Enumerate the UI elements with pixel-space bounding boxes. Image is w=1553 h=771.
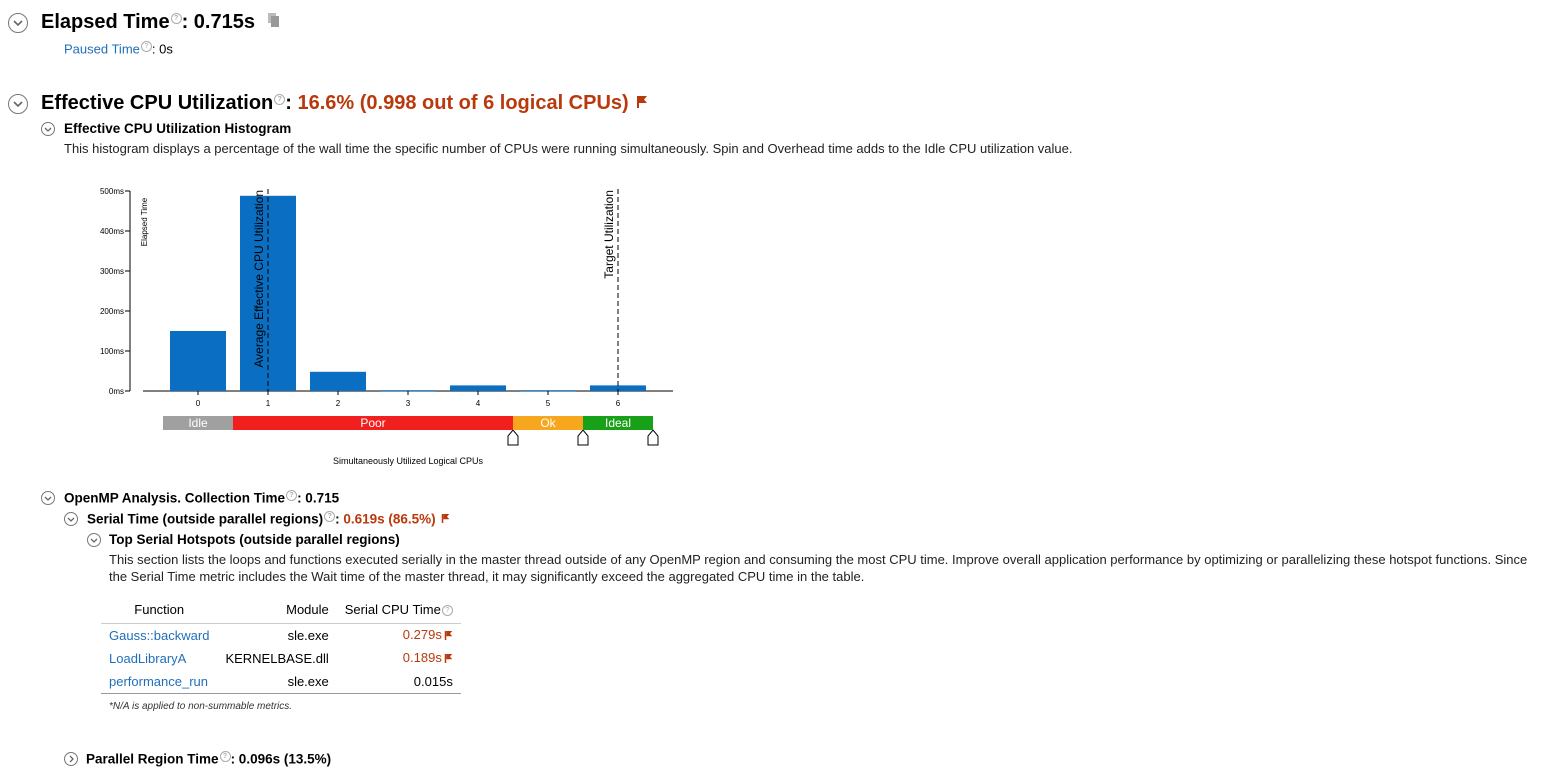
x-tick-label: 5 bbox=[546, 399, 551, 408]
histogram-title: Effective CPU Utilization Histogram bbox=[64, 121, 292, 136]
cpu-utilization-title: Effective CPU Utilization?: 16.6% (0.998… bbox=[41, 92, 648, 115]
help-icon[interactable]: ? bbox=[219, 751, 231, 762]
elapsed-collapse-icon[interactable] bbox=[8, 13, 28, 33]
function-link[interactable]: LoadLibraryA bbox=[109, 651, 187, 666]
range-poor: Poor bbox=[233, 416, 513, 430]
table-row: LoadLibraryA KERNELBASE.dll 0.189s bbox=[101, 647, 461, 670]
elapsed-time-title: Elapsed Time?: 0.715s bbox=[41, 11, 281, 34]
column-header-function[interactable]: Function bbox=[101, 602, 218, 624]
hotspots-title: Top Serial Hotspots (outside parallel re… bbox=[109, 532, 400, 547]
table-row: Gauss::backward sle.exe 0.279s bbox=[101, 624, 461, 648]
hotspots-collapse-icon[interactable] bbox=[87, 533, 101, 547]
range-threshold-marker bbox=[577, 429, 589, 446]
average-utilization-label: Average Effective CPU Utilization bbox=[252, 190, 266, 368]
copy-icon[interactable] bbox=[267, 11, 281, 34]
function-link[interactable]: Gauss::backward bbox=[109, 628, 210, 643]
hotspots-description: This section lists the loops and functio… bbox=[109, 552, 1528, 584]
y-axis-label: Elapsed Time bbox=[140, 197, 149, 246]
help-icon[interactable]: ? bbox=[274, 94, 286, 106]
flag-icon bbox=[636, 92, 648, 115]
cpu-range-bar: Idle Poor Ok Ideal bbox=[0, 416, 700, 430]
y-tick-label: 300ms bbox=[100, 267, 124, 276]
help-icon[interactable]: ? bbox=[441, 605, 453, 617]
histogram-bar bbox=[310, 371, 366, 391]
module-cell: sle.exe bbox=[287, 628, 329, 643]
histogram-bar bbox=[590, 385, 646, 391]
time-cell: 0.189s bbox=[337, 647, 461, 670]
y-tick-label: 0ms bbox=[109, 387, 124, 396]
histogram-collapse-icon[interactable] bbox=[41, 122, 55, 136]
y-tick-label: 100ms bbox=[100, 347, 124, 356]
cpu-utilization-value: 16.6% (0.998 out of 6 logical CPUs) bbox=[297, 92, 629, 114]
histogram-bar bbox=[380, 390, 436, 392]
range-ideal: Ideal bbox=[583, 416, 653, 430]
range-ok: Ok bbox=[513, 416, 583, 430]
x-tick-label: 1 bbox=[266, 399, 271, 408]
histogram-bar bbox=[450, 385, 506, 391]
target-utilization-label: Target Utilization bbox=[602, 190, 616, 279]
flag-icon bbox=[441, 512, 450, 527]
openmp-title: OpenMP Analysis. Collection Time?: 0.715 bbox=[64, 490, 340, 506]
help-icon[interactable]: ? bbox=[286, 490, 298, 501]
y-tick-label: 500ms bbox=[100, 187, 124, 196]
histogram-bar bbox=[520, 390, 576, 392]
module-cell: sle.exe bbox=[287, 674, 329, 689]
range-idle: Idle bbox=[163, 416, 233, 430]
openmp-collapse-icon[interactable] bbox=[41, 491, 55, 505]
column-header-module[interactable]: Module bbox=[217, 602, 337, 624]
x-tick-label: 2 bbox=[336, 399, 341, 408]
x-tick-label: 4 bbox=[476, 399, 481, 408]
histogram-bar bbox=[170, 331, 226, 391]
serial-collapse-icon[interactable] bbox=[64, 512, 78, 526]
table-row: performance_run sle.exe 0.015s bbox=[101, 670, 461, 694]
help-icon[interactable]: ? bbox=[170, 13, 182, 25]
y-tick-label: 400ms bbox=[100, 227, 124, 236]
paused-time: Paused Time?: 0s bbox=[64, 41, 173, 57]
parallel-expand-icon[interactable] bbox=[64, 752, 78, 766]
x-tick-label: 0 bbox=[196, 399, 201, 408]
time-cell: 0.015s bbox=[413, 674, 453, 689]
histogram-description: This histogram displays a percentage of … bbox=[64, 141, 1073, 156]
flag-icon bbox=[444, 652, 453, 667]
x-tick-label: 6 bbox=[616, 399, 621, 408]
column-header-serial-cpu-time[interactable]: Serial CPU Time? bbox=[336, 602, 461, 624]
x-tick-label: 3 bbox=[406, 399, 411, 408]
time-cell: 0.279s bbox=[337, 624, 461, 648]
hotspots-table: Function Module Serial CPU Time? Gauss::… bbox=[101, 602, 461, 694]
serial-time-value: 0.619s (86.5%) bbox=[343, 511, 436, 527]
parallel-region-title: Parallel Region Time?: 0.096s (13.5%) bbox=[86, 751, 332, 767]
table-footnote: *N/A is applied to non-summable metrics. bbox=[109, 701, 293, 712]
flag-icon bbox=[444, 629, 453, 644]
x-axis-label: Simultaneously Utilized Logical CPUs bbox=[333, 456, 484, 466]
table-header-row: Function Module Serial CPU Time? bbox=[101, 602, 461, 624]
help-icon[interactable]: ? bbox=[324, 511, 336, 522]
module-cell: KERNELBASE.dll bbox=[225, 651, 329, 666]
y-tick-label: 200ms bbox=[100, 307, 124, 316]
serial-time-title: Serial Time (outside parallel regions)?:… bbox=[87, 511, 450, 527]
help-icon[interactable]: ? bbox=[140, 41, 152, 52]
function-link[interactable]: performance_run bbox=[109, 674, 208, 689]
range-threshold-marker bbox=[647, 429, 659, 446]
cpu-histogram-chart: 0ms 100ms 200ms 300ms 400ms 500ms Elapsed Time… bbox=[100, 187, 673, 466]
range-threshold-marker bbox=[507, 429, 519, 446]
cpu-collapse-icon[interactable] bbox=[8, 94, 28, 114]
